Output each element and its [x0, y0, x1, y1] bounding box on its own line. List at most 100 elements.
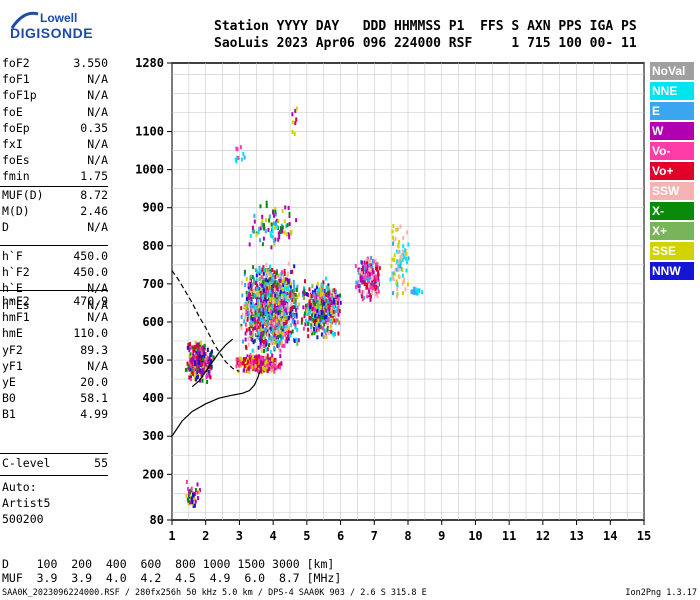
echo-pixel [325, 308, 328, 313]
echo-pixel [195, 377, 198, 382]
echo-pixel [269, 306, 272, 311]
param-value: 55 [94, 456, 108, 470]
echo-pixel [196, 361, 199, 366]
header-line2: SaoLuis 2023 Apr06 096 224000 RSF 1 715 … [214, 36, 637, 51]
echo-pixel [291, 120, 294, 125]
echo-pixel [262, 265, 265, 270]
echo-pixel [277, 237, 280, 242]
echo-pixel [314, 288, 317, 293]
echo-pixel [249, 283, 252, 288]
echo-pixel [396, 259, 399, 264]
echo-pixel [189, 493, 192, 497]
echo-pixel [320, 302, 323, 307]
echo-pixel [330, 307, 333, 311]
echo-pixel [273, 306, 275, 311]
echo-pixel [294, 292, 297, 297]
echo-pixel [248, 316, 251, 321]
param-name: h`F [2, 249, 23, 263]
x-tick-label: 15 [637, 529, 651, 543]
echo-pixel [261, 267, 264, 272]
echo-pixel [270, 308, 273, 313]
echo-pixel [272, 210, 275, 215]
echo-pixel [289, 303, 292, 308]
header-line1: Station YYYY DAY DDD HHMMSS P1 FFS S AXN… [214, 19, 637, 34]
echo-pixel [250, 297, 253, 301]
echo-pixel [376, 261, 379, 266]
echo-pixel [279, 278, 282, 283]
echo-pixel [249, 365, 252, 369]
legend-e: E [650, 102, 694, 120]
echo-pixel [260, 322, 263, 327]
echo-pixel [328, 290, 331, 295]
echo-pixel [263, 348, 265, 353]
echo-pixel [312, 310, 315, 315]
echo-pixel [275, 221, 277, 226]
echo-pixel [245, 308, 248, 313]
echo-pixel [365, 269, 368, 274]
echo-pixel [361, 280, 364, 285]
echo-pixel [288, 278, 291, 283]
echo-pixel [261, 303, 264, 308]
echo-pixel [364, 276, 367, 281]
echo-pixel [297, 302, 300, 307]
echo-pixel [304, 279, 306, 284]
echo-pixel [311, 331, 314, 336]
echo-pixel [243, 304, 246, 309]
echo-pixel [279, 292, 282, 297]
x-tick-label: 10 [468, 529, 482, 543]
echo-pixel [333, 318, 336, 323]
echo-pixel [330, 300, 333, 305]
echo-pixel [202, 351, 205, 356]
echo-pixel [269, 365, 272, 370]
echo-pixel [296, 320, 299, 325]
echo-pixel [390, 264, 393, 268]
echo-pixel [261, 299, 264, 304]
echo-pixel [291, 329, 294, 334]
echo-pixel [334, 295, 337, 300]
echo-pixel [267, 271, 269, 276]
echo-pixel [251, 365, 254, 370]
echo-pixel [269, 315, 272, 320]
echo-pixel [294, 298, 297, 303]
y-tick-label: 80 [150, 513, 164, 527]
echo-pixel [329, 297, 331, 302]
echo-pixel [323, 329, 326, 334]
echo-pixel [264, 218, 267, 223]
echo-pixel [262, 361, 265, 366]
echo-pixel [331, 317, 334, 322]
echo-pixel [394, 236, 397, 241]
echo-pixel [276, 344, 279, 348]
echo-pixel [366, 285, 369, 290]
echo-pixel [295, 218, 298, 223]
echo-pixel [265, 303, 267, 308]
param-row-yf1: yF1 N/A [2, 359, 108, 375]
echo-pixel [406, 230, 408, 235]
echo-pixel [264, 339, 267, 344]
echo-pixel [274, 329, 277, 334]
legend-vo-: Vo+ [650, 162, 694, 180]
param-name: yE [2, 375, 16, 389]
echo-pixel [193, 364, 196, 369]
echo-pixel [270, 312, 273, 317]
echo-pixel [251, 361, 254, 366]
echo-pixel [407, 242, 410, 247]
echo-pixel [366, 294, 369, 299]
param-value: N/A [87, 137, 108, 151]
echo-pixel [269, 303, 272, 308]
echo-pixel [303, 311, 306, 316]
echo-pixel [316, 335, 319, 340]
echo-pixel [246, 291, 249, 296]
echo-pixel [236, 361, 239, 366]
echo-pixel [275, 365, 278, 370]
y-tick-label: 1280 [135, 56, 164, 70]
x-tick-label: 8 [404, 529, 411, 543]
echo-pixel [258, 293, 261, 298]
echo-pixel [288, 293, 291, 298]
echo-pixel [313, 322, 316, 327]
echo-pixel [268, 214, 271, 219]
echo-pixel [263, 301, 266, 306]
param-name: h`E [2, 281, 23, 296]
echo-pixel [308, 313, 310, 317]
echo-pixel [259, 238, 261, 243]
param-row-fof2: foF2 3.550 [2, 56, 108, 72]
